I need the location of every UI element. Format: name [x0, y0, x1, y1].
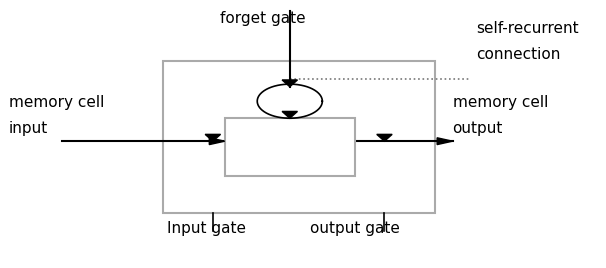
Text: connection: connection: [476, 47, 561, 62]
Text: output: output: [453, 121, 503, 136]
Text: Input gate: Input gate: [167, 221, 247, 236]
Text: memory cell: memory cell: [453, 95, 548, 110]
Polygon shape: [205, 134, 221, 141]
Polygon shape: [209, 138, 225, 145]
Polygon shape: [282, 80, 298, 87]
Bar: [225, 118, 355, 176]
Bar: [162, 61, 435, 213]
Text: forget gate: forget gate: [221, 11, 306, 26]
Text: self-recurrent: self-recurrent: [476, 21, 579, 36]
Polygon shape: [377, 134, 392, 141]
Text: input: input: [8, 121, 48, 136]
Text: output gate: output gate: [310, 221, 400, 236]
Polygon shape: [282, 111, 298, 118]
Polygon shape: [437, 138, 453, 145]
Text: memory cell: memory cell: [8, 95, 104, 110]
